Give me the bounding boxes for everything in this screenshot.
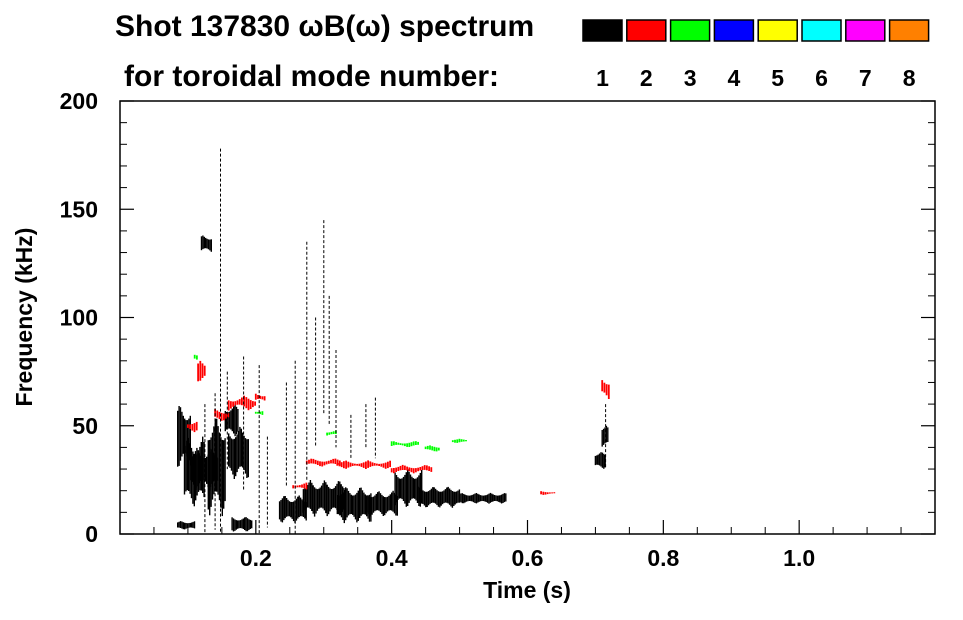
legend-swatch-5	[757, 19, 798, 42]
legend-swatch-6	[801, 19, 842, 42]
legend-swatch-2	[626, 19, 667, 42]
mode-2-patch	[336, 460, 392, 469]
mode-1-patch	[418, 486, 461, 508]
mode-1-patch	[367, 490, 398, 517]
mode-1-patch	[601, 425, 609, 447]
mode-2-patch	[186, 421, 198, 433]
x-tick-label: 0.6	[512, 545, 544, 571]
legend-mode-label-5: 5	[771, 65, 784, 91]
mode-2-patch	[254, 393, 266, 401]
mode-3-patch	[254, 411, 264, 415]
legend: 1 2 3 4 5 6 7 8	[582, 19, 930, 91]
y-tick-label: 50	[72, 413, 98, 439]
x-tick-label: 0.4	[376, 545, 408, 571]
y-tick-label: 150	[60, 196, 98, 222]
mode-3-patch	[326, 430, 337, 436]
mode-1-patch	[278, 495, 307, 523]
mode-1-patch	[394, 469, 423, 507]
legend-mode-label-8: 8	[903, 65, 916, 91]
spectrogram-data	[176, 148, 610, 534]
legend-swatch-3	[669, 19, 711, 42]
mode-3-patch	[424, 445, 440, 452]
chart-title: Shot 137830 ωB(ω) spectrum	[115, 10, 534, 43]
legend-swatch-7	[845, 19, 886, 42]
legend-swatch-4	[713, 19, 755, 42]
x-tick-label: 1.0	[783, 545, 815, 571]
mode-1-patch	[207, 418, 226, 517]
legend-swatch-8	[888, 19, 930, 42]
mode-2-patch	[540, 491, 556, 495]
legend-mode-label-3: 3	[684, 65, 697, 91]
chart-subtitle: for toroidal mode number:	[124, 60, 499, 93]
y-tick-label: 0	[85, 521, 98, 547]
x-axis-label: Time (s)	[483, 577, 571, 603]
mode-1-patch	[227, 426, 250, 479]
mode-1-patch	[200, 235, 213, 252]
legend-mode-label-4: 4	[728, 65, 741, 91]
mode-1-patch	[176, 521, 196, 530]
mode-2-patch	[227, 395, 257, 411]
mode-3-patch	[390, 441, 420, 447]
legend-mode-label-6: 6	[815, 65, 828, 91]
legend-mode-label-7: 7	[859, 65, 872, 91]
axes: 0 50 100 150 200 0.2 0.4 0.6 0.8 1.0	[60, 88, 936, 571]
mode-3-patch	[451, 438, 467, 443]
mode-2-patch	[390, 464, 433, 474]
mode-1-patch	[458, 492, 507, 504]
mode-1-patch	[336, 487, 372, 524]
mode-1-patch	[231, 517, 253, 532]
mode-2-patch	[197, 360, 206, 382]
legend-mode-label-1: 1	[596, 65, 609, 91]
y-axis-label: Frequency (kHz)	[11, 228, 37, 407]
x-tick-label: 0.2	[240, 545, 272, 571]
y-tick-label: 100	[60, 305, 98, 331]
mode-3-patch	[193, 354, 198, 360]
x-tick-label: 0.8	[647, 545, 679, 571]
legend-swatch-1	[582, 19, 623, 42]
mode-2-patch	[305, 458, 341, 467]
plot-frame	[119, 100, 936, 535]
legend-mode-label-2: 2	[640, 65, 653, 91]
mode-1-patch	[594, 452, 606, 469]
mode-2-patch	[601, 380, 610, 399]
y-tick-label: 200	[60, 88, 98, 114]
